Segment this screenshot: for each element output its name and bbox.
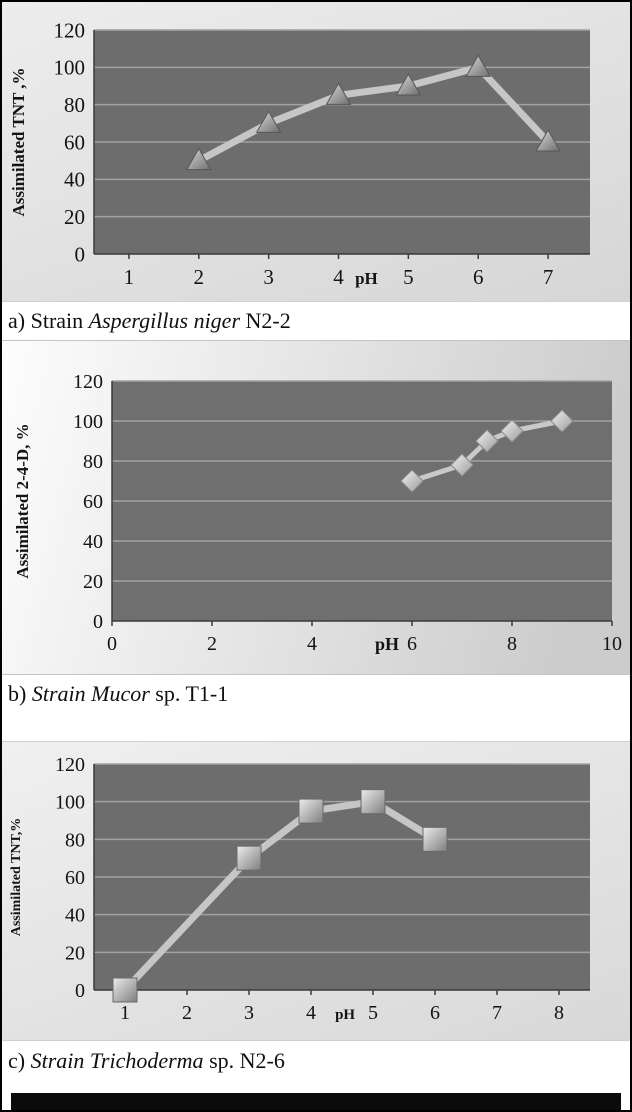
svg-text:Assimilated TNT ,%: Assimilated TNT ,% (9, 67, 28, 216)
svg-text:60: 60 (64, 130, 85, 154)
svg-text:7: 7 (492, 1002, 502, 1024)
svg-text:120: 120 (73, 371, 103, 393)
svg-text:120: 120 (54, 18, 86, 42)
caption-b-suffix: sp. T1-1 (149, 681, 229, 706)
svg-text:7: 7 (543, 265, 554, 289)
svg-text:5: 5 (403, 265, 414, 289)
svg-text:20: 20 (83, 571, 103, 593)
svg-text:0: 0 (107, 633, 117, 655)
svg-text:20: 20 (65, 942, 85, 964)
svg-text:10: 10 (602, 633, 622, 655)
svg-text:100: 100 (54, 56, 86, 80)
chart-c: 1 2 3 4 5 6 7 8 0 20 40 60 80 100 120 pH Assimilated TNT… (2, 741, 630, 1041)
caption-c-suffix: sp. N2-6 (203, 1048, 285, 1073)
svg-text:2: 2 (194, 265, 205, 289)
svg-text:pH: pH (375, 634, 399, 654)
chart-a: 1 2 3 4 5 6 7 0 20 40 60 80 100 120 pH Assimilated TNT … (2, 2, 630, 302)
spacer (2, 1081, 630, 1093)
caption-c: c) Strain Trichoderma sp. N2-6 (2, 1041, 630, 1081)
svg-text:6: 6 (430, 1002, 440, 1024)
caption-c-prefix: c) (8, 1048, 31, 1073)
caption-b-species: Strain Mucor (31, 681, 150, 706)
spacer (2, 713, 630, 741)
svg-text:5: 5 (368, 1002, 378, 1024)
svg-text:0: 0 (75, 242, 86, 266)
caption-a-suffix: N2-2 (240, 308, 291, 333)
svg-text:4: 4 (306, 1002, 316, 1024)
svg-text:20: 20 (64, 205, 85, 229)
svg-text:pH: pH (355, 269, 378, 288)
svg-text:4: 4 (307, 633, 317, 655)
svg-text:80: 80 (83, 451, 103, 473)
svg-text:60: 60 (83, 491, 103, 513)
svg-text:pH: pH (335, 1007, 355, 1023)
chart-a-plot: 1 2 3 4 5 6 7 0 20 40 60 80 100 120 pH Assimilated TNT … (9, 18, 590, 289)
svg-text:0: 0 (75, 980, 85, 1002)
svg-text:8: 8 (507, 633, 517, 655)
svg-text:60: 60 (65, 867, 85, 889)
svg-text:100: 100 (73, 411, 103, 433)
caption-a: a) Strain Aspergillus niger N2-2 (2, 302, 630, 340)
svg-text:2: 2 (182, 1002, 192, 1024)
svg-text:1: 1 (124, 265, 135, 289)
svg-text:0: 0 (93, 611, 103, 633)
svg-text:Assimilated TNT,%: Assimilated TNT,% (9, 818, 24, 937)
svg-text:40: 40 (65, 905, 85, 927)
bottom-bar (11, 1093, 621, 1110)
chart-b: 0 2 4 6 8 10 0 20 40 60 80 100 120 pH Assimilated 2-4-… (2, 340, 630, 675)
caption-a-species: Aspergillus niger (88, 308, 241, 333)
svg-text:40: 40 (64, 168, 85, 192)
svg-text:80: 80 (64, 93, 85, 117)
caption-c-species: Strain Trichoderma (30, 1048, 204, 1073)
svg-text:80: 80 (65, 829, 85, 851)
svg-text:6: 6 (473, 265, 484, 289)
caption-a-prefix: a) Strain (8, 308, 89, 333)
svg-text:4: 4 (333, 265, 344, 289)
svg-text:3: 3 (244, 1002, 254, 1024)
svg-text:2: 2 (207, 633, 217, 655)
svg-text:8: 8 (554, 1002, 564, 1024)
caption-b-prefix: b) (8, 681, 32, 706)
svg-text:6: 6 (407, 633, 417, 655)
svg-text:Assimilated 2-4-D, %: Assimilated 2-4-D, % (13, 423, 32, 578)
svg-text:40: 40 (83, 531, 103, 553)
svg-text:120: 120 (55, 754, 85, 776)
svg-text:1: 1 (120, 1002, 130, 1024)
caption-b: b) Strain Mucor sp. T1-1 (2, 675, 630, 713)
svg-text:100: 100 (55, 792, 85, 814)
svg-text:3: 3 (263, 265, 274, 289)
